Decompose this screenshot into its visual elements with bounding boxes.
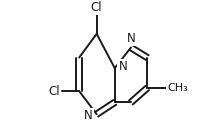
Text: N: N [84,109,93,122]
Text: CH₃: CH₃ [167,83,188,93]
Text: N: N [119,60,127,73]
Text: Cl: Cl [91,1,103,14]
Text: Cl: Cl [48,85,60,98]
Text: N: N [127,32,135,45]
